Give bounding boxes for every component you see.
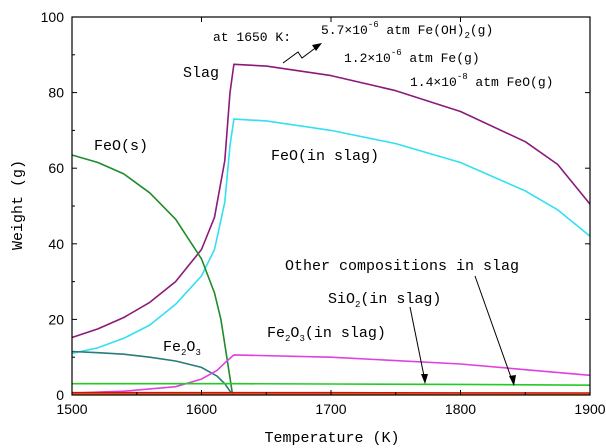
- y-tick-label-4: 60: [48, 160, 64, 176]
- label-fe2o3-slag-sub3: 3: [299, 334, 304, 344]
- series-line-1: [71, 63, 591, 339]
- x-tick-label-5: 1900: [574, 401, 605, 417]
- series-line-5: [71, 354, 591, 394]
- y-tick-label-2: 20: [48, 311, 64, 327]
- label-gas3-exp: -8: [457, 72, 468, 82]
- label-sio2-sub: 2: [355, 300, 360, 310]
- y-axis-title: Weight (g): [10, 160, 27, 250]
- label-gas-prefix: at 1650 K:: [213, 30, 291, 45]
- series-layer: [71, 63, 591, 396]
- label-gas2-b: atm Fe(g): [402, 51, 480, 66]
- label-fe2o3-sub3: 3: [195, 348, 200, 358]
- label-fe2o3-slag-fe: Fe: [267, 325, 285, 342]
- label-other-compositions: Other compositions in slag: [285, 258, 519, 275]
- arrowhead-gas: [312, 43, 322, 51]
- label-gas2-a: 1.2×10: [344, 51, 391, 66]
- label-fe2o3-slag-sub2: 2: [285, 334, 290, 344]
- label-sio2-si: SiO: [328, 291, 355, 308]
- x-axis-title: Temperature (K): [264, 430, 399, 447]
- label-gas1-sub: 2: [464, 31, 469, 41]
- series-line-3: [71, 154, 234, 396]
- y-tick-label-1: 0: [56, 387, 64, 403]
- label-fe2o3-slag-rest: (in slag): [305, 325, 386, 342]
- label-feo-s: FeO(s): [94, 138, 148, 155]
- x-tick-label-2: 1600: [186, 401, 217, 417]
- label-gas1-b: atm Fe(OH): [379, 23, 465, 38]
- series-line-4: [71, 350, 235, 396]
- arrow-gas-zigzag: [282, 45, 319, 64]
- label-gas-2: 1.2×10-6 atm Fe(g): [344, 48, 480, 66]
- label-gas1-exp: -6: [368, 20, 379, 30]
- x-tick-label-4: 1800: [445, 401, 476, 417]
- label-fe2o3: Fe2O3: [163, 339, 201, 358]
- label-gas1-a: 5.7×10: [321, 23, 368, 38]
- label-slag: Slag: [183, 65, 219, 82]
- y-tick-label-3: 40: [48, 236, 64, 252]
- label-gas2-exp: -6: [391, 48, 402, 58]
- label-fe2o3-fe: Fe: [163, 339, 181, 356]
- arrow-sio2: [409, 306, 426, 382]
- x-tick-label-1: 1500: [56, 401, 87, 417]
- y-tick-label-6: 100: [41, 9, 65, 25]
- ticks-layer: 1500 1600 1700 1800 1900 0 20 40 60 80 100: [41, 9, 606, 417]
- label-gas-1: 5.7×10-6 atm Fe(OH)2(g): [321, 20, 493, 41]
- arrowhead-sio2: [421, 374, 428, 384]
- label-feo-in-slag: FeO(in slag): [271, 148, 379, 165]
- y-tick-label-5: 80: [48, 85, 64, 101]
- label-fe2o3-in-slag: Fe2O3(in slag): [267, 325, 386, 344]
- label-sio2-rest: (in slag): [360, 291, 441, 308]
- label-gas3-b: atm FeO(g): [468, 75, 554, 90]
- label-gas1-c: (g): [470, 23, 493, 38]
- label-gas3-a: 1.4×10: [410, 75, 457, 90]
- x-tick-label-3: 1700: [315, 401, 346, 417]
- label-sio2-in-slag: SiO2(in slag): [328, 291, 441, 310]
- label-gas-3: 1.4×10-8 atm FeO(g): [410, 72, 553, 90]
- series-line-2: [71, 118, 591, 355]
- label-fe2o3-sub2: 2: [181, 348, 186, 358]
- label-fe2o3-slag-o: O: [290, 325, 299, 342]
- arrow-other: [474, 275, 514, 384]
- series-line-6: [72, 382, 591, 386]
- arrowhead-other: [509, 375, 516, 386]
- label-fe2o3-o: O: [186, 339, 195, 356]
